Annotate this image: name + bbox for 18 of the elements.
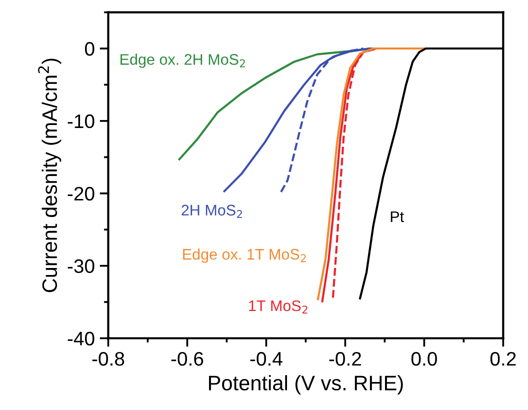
x-tick-label: -0.2: [329, 352, 361, 366]
y-axis-title: Current desnity (mA/cm$^{2}$): [38, 58, 62, 292]
y-tick-label: 0: [84, 42, 94, 56]
x-axis-title: Potential (V vs. RHE): [209, 375, 403, 395]
x-tick-label: -0.8: [92, 352, 124, 366]
y-tick-label: -20: [68, 186, 94, 201]
x-tick-label: -0.4: [250, 352, 282, 366]
x-tick-label: 0.2: [490, 352, 516, 366]
y-tick-label: -40: [68, 332, 94, 346]
series-label: Pt: [390, 211, 404, 222]
y-tick-label: -10: [68, 114, 94, 128]
x-tick-label: 0.0: [411, 352, 437, 366]
x-tick-label: -0.6: [171, 352, 204, 366]
series-label: Edge ox. 1T MoS$_{2}$: [183, 248, 306, 263]
series-label: Edge ox. 2H MoS$_{2}$: [120, 54, 245, 68]
y-tick-label: -30: [68, 259, 94, 274]
series-label: 2H MoS$_{2}$: [182, 204, 242, 218]
series-label: 1T MoS$_{2}$: [249, 300, 308, 314]
